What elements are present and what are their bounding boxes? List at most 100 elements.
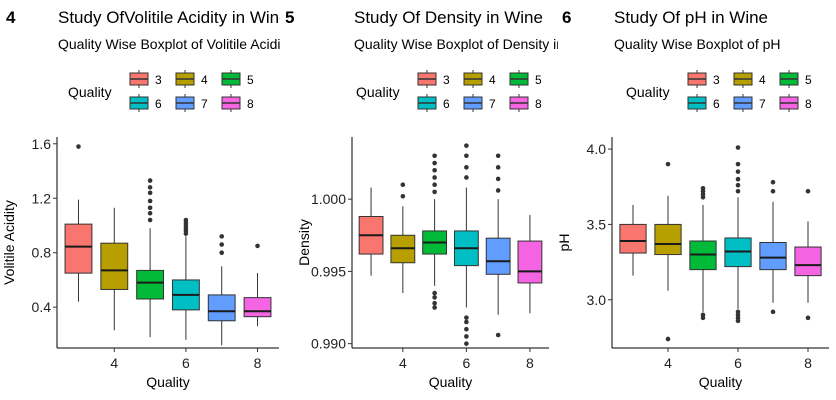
x-tick-label: 4 bbox=[664, 355, 672, 371]
outlier-point bbox=[432, 167, 437, 173]
panel-2-tag: 5 bbox=[285, 8, 295, 27]
outlier-point bbox=[665, 336, 671, 342]
outlier-point bbox=[464, 315, 469, 320]
outlier-point bbox=[432, 295, 437, 300]
legend-key-3 bbox=[417, 70, 437, 88]
y-tick-label: 3.0 bbox=[587, 292, 607, 308]
legend-key-4 bbox=[175, 70, 195, 88]
outlier-point bbox=[735, 176, 741, 182]
outlier-point bbox=[147, 217, 153, 223]
box-quality-8 bbox=[517, 215, 543, 314]
y-axis-label: Volitile Acidity bbox=[1, 200, 17, 285]
box-quality-8 bbox=[243, 243, 272, 327]
x-tick-label: 8 bbox=[804, 355, 812, 371]
panel-3-title: Study Of pH in Wine bbox=[614, 8, 769, 27]
legend-key-7 bbox=[175, 94, 195, 112]
y-tick-label: 0.990 bbox=[311, 336, 346, 352]
legend-label-4: 4 bbox=[201, 73, 208, 87]
legend-key-8 bbox=[779, 94, 799, 112]
legend-label-3: 3 bbox=[155, 73, 162, 87]
box-quality-4 bbox=[100, 207, 129, 331]
legend-label-6: 6 bbox=[713, 97, 720, 111]
legend-label-5: 5 bbox=[247, 73, 254, 87]
outlier-point bbox=[805, 315, 811, 321]
outlier-point bbox=[147, 198, 153, 204]
panel-3-chart: Quality 3 4 5 6 7 8 3.0 3.5 4.0 4 6 8 Quality pH bbox=[556, 70, 829, 390]
box-iqr bbox=[207, 294, 236, 322]
legend-label-7: 7 bbox=[201, 97, 208, 111]
legend-key-6 bbox=[687, 94, 707, 112]
legend-label-8: 8 bbox=[247, 97, 254, 111]
outlier-point bbox=[464, 165, 469, 170]
y-tick-label: 3.5 bbox=[587, 216, 607, 232]
outlier-point bbox=[432, 189, 437, 195]
x-tick-label: 6 bbox=[734, 355, 742, 371]
outlier-point bbox=[76, 144, 81, 149]
box-iqr bbox=[759, 242, 787, 271]
outlier-point bbox=[147, 190, 153, 196]
legend-label-8: 8 bbox=[535, 97, 542, 111]
box-quality-3 bbox=[358, 187, 384, 276]
outlier-point bbox=[495, 332, 501, 338]
y-tick-label: 0.4 bbox=[32, 299, 52, 315]
legend-key-7 bbox=[463, 94, 483, 112]
box-quality-8 bbox=[794, 188, 822, 321]
outlier-point bbox=[432, 305, 437, 310]
x-axis-label: Quality bbox=[429, 374, 473, 390]
legend-key-6 bbox=[129, 94, 149, 112]
y-tick-label: 1.2 bbox=[32, 190, 52, 206]
outlier-point bbox=[400, 182, 406, 187]
box-quality-6 bbox=[453, 143, 479, 346]
y-tick-label: 0.995 bbox=[311, 263, 346, 279]
x-tick-label: 6 bbox=[462, 355, 470, 371]
outlier-point bbox=[700, 185, 706, 191]
outlier-point bbox=[147, 205, 153, 211]
box-quality-5 bbox=[422, 153, 448, 310]
panel-1-tag: 4 bbox=[6, 8, 16, 27]
outlier-point bbox=[464, 143, 469, 148]
box-quality-6 bbox=[724, 145, 752, 324]
y-tick-label: 1.6 bbox=[32, 136, 52, 152]
legend-key-5 bbox=[779, 70, 799, 88]
outlier-point bbox=[735, 182, 741, 188]
legend-label-5: 5 bbox=[805, 73, 812, 87]
y-tick-label: 1.000 bbox=[311, 191, 346, 207]
legend-label-3: 3 bbox=[713, 73, 720, 87]
outlier-point bbox=[147, 178, 153, 183]
box-iqr bbox=[64, 223, 93, 274]
legend-key-5 bbox=[221, 70, 241, 88]
outlier-point bbox=[770, 309, 776, 315]
legend-label-3: 3 bbox=[443, 73, 450, 87]
box-iqr bbox=[517, 240, 543, 284]
outlier-point bbox=[464, 153, 469, 159]
outlier-point bbox=[770, 179, 776, 185]
outlier-point bbox=[464, 175, 469, 180]
y-tick-label: 0.8 bbox=[32, 245, 52, 261]
box-quality-7 bbox=[485, 153, 511, 338]
box-quality-4 bbox=[390, 182, 416, 294]
outlier-point bbox=[432, 290, 437, 296]
outlier-point bbox=[219, 250, 225, 256]
panel-3-tag: 6 bbox=[562, 8, 572, 27]
box-iqr bbox=[136, 269, 165, 300]
legend-key-7 bbox=[733, 94, 753, 112]
legend-label-6: 6 bbox=[155, 97, 162, 111]
box-quality-6 bbox=[171, 217, 200, 340]
outlier-point bbox=[219, 234, 225, 239]
outlier-point bbox=[432, 182, 437, 187]
legend-key-8 bbox=[509, 94, 529, 112]
panel-3-subtitle: Quality Wise Boxplot of pH bbox=[614, 36, 781, 52]
box-quality-7 bbox=[759, 179, 787, 315]
outlier-point bbox=[495, 165, 501, 170]
outlier-point bbox=[735, 169, 741, 174]
x-tick-label: 4 bbox=[399, 355, 407, 371]
legend-key-5 bbox=[509, 70, 529, 88]
box-quality-4 bbox=[654, 161, 682, 342]
outlier-point bbox=[183, 217, 189, 223]
outlier-point bbox=[735, 145, 741, 150]
legend-key-3 bbox=[129, 70, 149, 88]
legend-key-6 bbox=[417, 94, 437, 112]
outlier-point bbox=[147, 185, 153, 190]
legend-label-6: 6 bbox=[443, 97, 450, 111]
